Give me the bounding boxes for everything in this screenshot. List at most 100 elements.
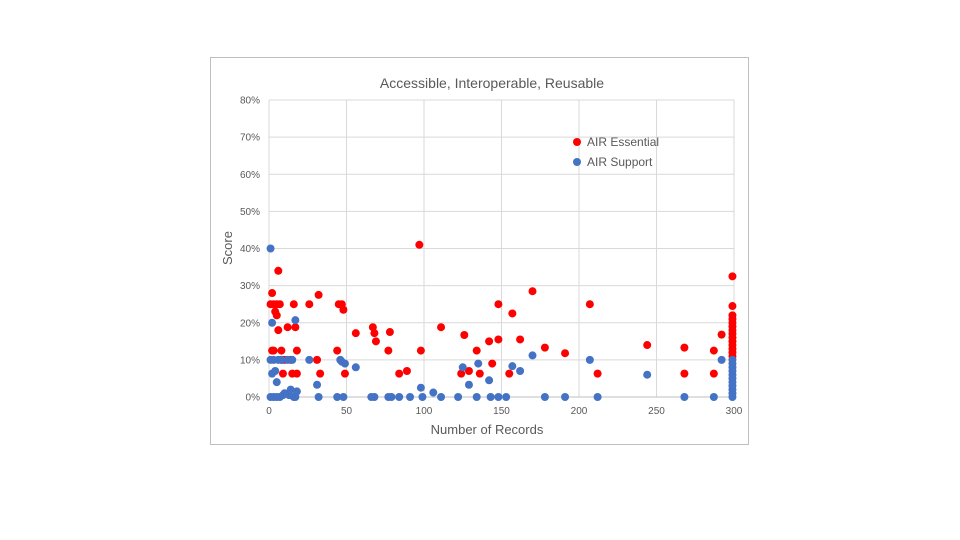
series-air-support xyxy=(266,244,737,401)
data-point xyxy=(464,380,473,389)
data-point xyxy=(728,302,737,311)
data-point xyxy=(474,359,483,368)
data-point xyxy=(680,393,689,401)
data-point xyxy=(313,380,322,389)
data-point xyxy=(728,393,737,401)
data-point xyxy=(505,369,514,378)
data-point xyxy=(709,346,718,355)
data-point xyxy=(593,393,602,401)
data-point xyxy=(643,370,652,379)
gridlines xyxy=(268,99,735,398)
data-point xyxy=(485,376,494,385)
data-point xyxy=(585,355,594,364)
data-point xyxy=(416,346,425,355)
legend-label: AIR Support xyxy=(587,155,653,169)
data-point xyxy=(418,393,427,401)
data-point xyxy=(502,393,511,401)
data-point xyxy=(717,355,726,364)
data-point xyxy=(339,393,348,401)
data-point xyxy=(464,367,473,376)
data-point xyxy=(494,335,503,344)
data-point xyxy=(289,300,298,309)
data-series xyxy=(266,240,737,401)
data-point xyxy=(402,367,411,376)
data-point xyxy=(406,393,415,401)
x-axis-label: Number of Records xyxy=(431,422,544,437)
data-point xyxy=(387,393,396,401)
data-point xyxy=(494,393,503,401)
data-point xyxy=(486,393,495,401)
data-point xyxy=(268,318,277,327)
x-tick-label: 50 xyxy=(341,406,353,417)
data-point xyxy=(333,346,342,355)
data-point xyxy=(415,240,424,249)
data-point xyxy=(485,337,494,346)
data-point xyxy=(370,329,379,338)
x-tick-label: 300 xyxy=(726,406,743,417)
data-point xyxy=(728,272,737,281)
x-tick-label: 0 xyxy=(266,406,272,417)
data-point xyxy=(488,359,497,368)
data-point xyxy=(333,393,342,401)
data-point xyxy=(460,331,469,340)
data-point xyxy=(288,355,297,364)
data-point xyxy=(458,363,467,372)
data-point xyxy=(351,363,360,372)
data-point xyxy=(351,329,360,338)
data-point xyxy=(395,369,404,378)
data-point xyxy=(266,244,275,253)
data-point xyxy=(643,341,652,350)
y-tick-label: 30% xyxy=(240,281,260,292)
data-point xyxy=(278,369,287,378)
data-point xyxy=(528,287,537,296)
data-point xyxy=(340,359,349,368)
data-point xyxy=(437,393,446,401)
data-point xyxy=(371,337,380,346)
data-point xyxy=(494,300,503,309)
data-point xyxy=(305,300,314,309)
data-point xyxy=(585,300,594,309)
data-point xyxy=(339,305,348,314)
data-point xyxy=(292,387,301,396)
data-point xyxy=(277,355,286,364)
legend-label: AIR Essential xyxy=(587,135,659,149)
data-point xyxy=(370,393,379,401)
data-point xyxy=(316,369,325,378)
data-point xyxy=(680,369,689,378)
data-point xyxy=(291,323,300,332)
axes: 0% 10% 20% 30% 40% 50% 60% 70% 80% 0 50 100 150 200 25… xyxy=(240,96,743,418)
data-point xyxy=(717,330,726,339)
data-point xyxy=(454,393,463,401)
legend-marker xyxy=(573,158,581,166)
data-point xyxy=(274,326,283,335)
data-point xyxy=(277,346,286,355)
data-point xyxy=(561,349,570,358)
x-tick-label: 150 xyxy=(493,406,510,417)
data-point xyxy=(472,346,481,355)
chart-title: Accessible, Interoperable, Reusable xyxy=(380,75,604,91)
data-point xyxy=(680,343,689,352)
data-point xyxy=(385,328,394,337)
y-tick-label: 60% xyxy=(240,170,260,181)
data-point xyxy=(384,346,393,355)
data-point xyxy=(457,369,466,378)
x-tick-label: 200 xyxy=(571,406,588,417)
x-tick-label: 250 xyxy=(648,406,665,417)
data-point xyxy=(283,323,292,332)
data-point xyxy=(291,316,300,325)
data-point xyxy=(286,385,295,394)
data-point xyxy=(305,355,314,364)
data-point xyxy=(540,393,549,401)
data-point xyxy=(508,362,517,371)
x-tick-label: 100 xyxy=(416,406,433,417)
scatter-chart: 0% 10% 20% 30% 40% 50% 60% 70% 80% 0 50 100 150 200 25… xyxy=(220,75,743,437)
data-point xyxy=(593,369,602,378)
data-point xyxy=(516,367,525,376)
y-tick-label: 40% xyxy=(240,244,260,255)
data-point xyxy=(416,383,425,392)
y-tick-label: 10% xyxy=(240,355,260,366)
data-point xyxy=(429,388,438,397)
y-axis-label: Score xyxy=(220,231,235,265)
data-point xyxy=(292,369,301,378)
